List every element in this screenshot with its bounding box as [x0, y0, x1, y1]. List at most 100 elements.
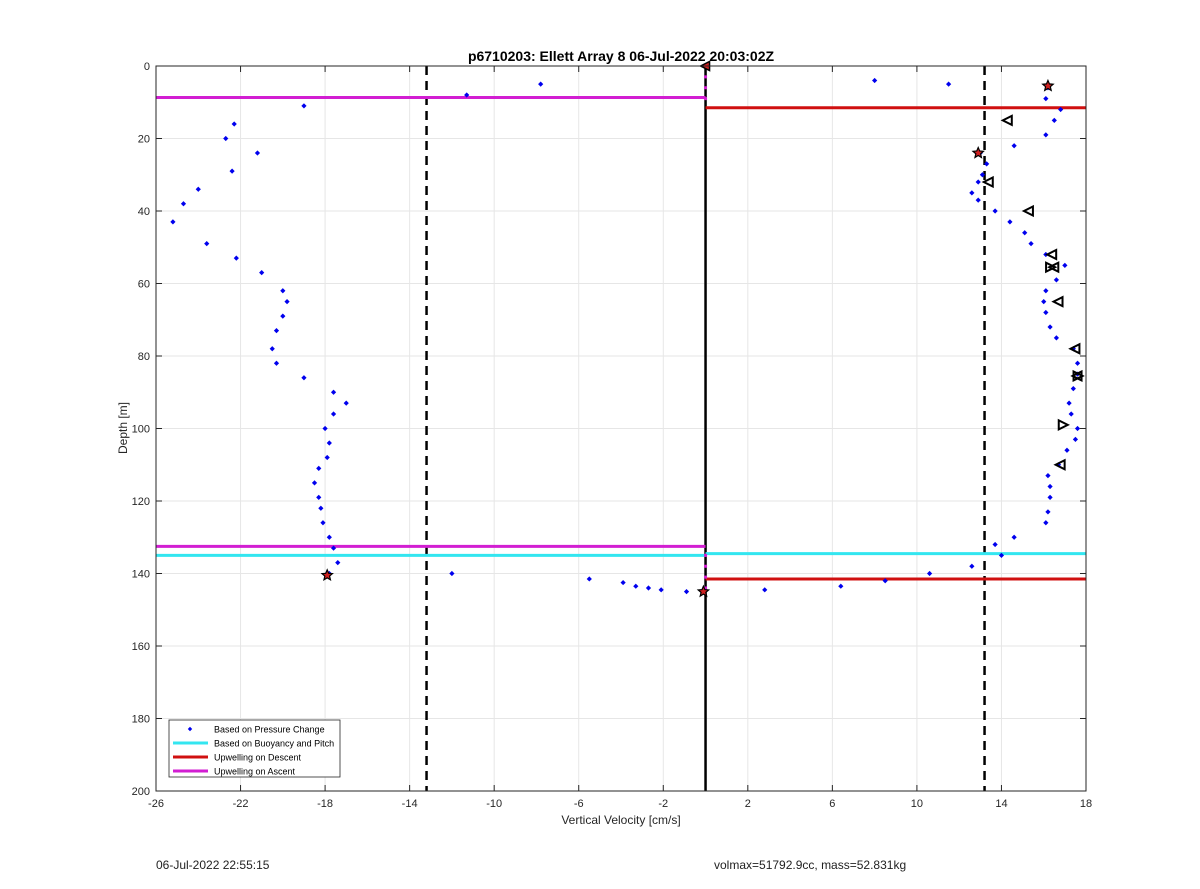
legend-label: Upwelling on Ascent [214, 767, 296, 777]
pressure-point [330, 545, 337, 551]
pressure-point [330, 411, 337, 417]
pressure-point [170, 219, 176, 225]
pressure-point [1028, 241, 1034, 247]
pressure-point [1053, 335, 1060, 341]
ascent-small-marker [704, 575, 708, 579]
x-tick-label: -14 [402, 798, 418, 810]
ascent-small-marker [704, 586, 708, 590]
pressure-point [254, 150, 261, 156]
pressure-point [1043, 132, 1049, 138]
pressure-point [1055, 462, 1062, 468]
upwelling-markers [320, 60, 1085, 598]
y-tick-label: 140 [132, 569, 150, 581]
triangle-left-marker [1068, 342, 1081, 355]
triangle-left-marker [1047, 261, 1060, 274]
y-tick-label: 160 [132, 641, 150, 653]
legend-label: Upwelling on Descent [214, 753, 302, 763]
pressure-point [633, 583, 639, 589]
pressure-point [464, 92, 470, 98]
pressure-point [992, 541, 998, 548]
pressure-point [180, 201, 187, 207]
x-tick-label: -6 [574, 798, 584, 810]
ascent-small-marker [704, 75, 708, 79]
x-tick-label: -2 [658, 798, 668, 810]
y-tick-label: 40 [138, 206, 150, 218]
pressure-point [992, 208, 998, 214]
pressure-point [1043, 520, 1049, 526]
pressure-point [301, 103, 307, 109]
pressure-point [335, 560, 341, 566]
pressure-point [1066, 400, 1072, 406]
star-marker [971, 145, 985, 159]
pressure-point [311, 480, 318, 486]
pressure-point [1047, 483, 1053, 490]
x-tick-label: 6 [829, 798, 835, 810]
ascent-small-marker [704, 564, 708, 568]
pressure-point [872, 77, 878, 84]
pressure-point [683, 589, 690, 595]
legend: Based on Pressure Change Based on Buoyanc… [168, 719, 341, 778]
pressure-point [1022, 230, 1028, 236]
pressure-point [330, 389, 337, 395]
pressure-point [233, 255, 239, 261]
pressure-point [1062, 262, 1068, 268]
pressure-point [1047, 494, 1053, 500]
pressure-point [301, 375, 307, 381]
pressure-point [326, 534, 332, 540]
pressure-point [343, 400, 349, 406]
pressure-point [1058, 106, 1064, 113]
star-marker [1041, 78, 1055, 92]
pressure-point [280, 288, 286, 294]
y-axis-label: Depth [m] [116, 402, 130, 454]
pressure-point [316, 494, 322, 500]
star-marker [696, 584, 711, 598]
pressure-point [269, 346, 275, 352]
pressure-point [538, 81, 544, 87]
triangle-right-marker [1057, 418, 1070, 431]
axis-ticks: -26 -22 -18 -14 -10 -6 -2 2 6 10 14 180204060801001… [132, 61, 1092, 810]
y-tick-label: 120 [132, 496, 150, 508]
pressure-point [926, 570, 933, 577]
pressure-point [1070, 386, 1076, 392]
triangle-left-marker [1053, 458, 1066, 471]
x-tick-label: -10 [486, 798, 502, 810]
data-points [170, 77, 1081, 595]
pressure-point [946, 81, 952, 87]
pressure-point [975, 197, 981, 203]
pressure-point [204, 241, 210, 247]
x-tick-label: -22 [233, 798, 249, 810]
pressure-point [280, 313, 286, 319]
pressure-point [1007, 219, 1013, 225]
pressure-point [586, 576, 592, 582]
pressure-point [620, 579, 626, 586]
legend-marker-dot [187, 726, 193, 732]
x-axis-label: Vertical Velocity [cm/s] [561, 813, 680, 827]
pressure-point [449, 570, 455, 577]
pressure-point [975, 179, 981, 185]
legend-box [168, 719, 341, 778]
pressure-point [1045, 473, 1051, 479]
y-tick-label: 60 [138, 279, 150, 291]
legend-label: Based on Pressure Change [214, 725, 325, 735]
pressure-point [231, 121, 237, 127]
pressure-point [284, 299, 290, 305]
pressure-point [1043, 288, 1049, 294]
x-tick-label: 2 [745, 798, 751, 810]
pressure-point [658, 587, 664, 593]
pressure-point [223, 135, 229, 142]
y-tick-label: 0 [144, 61, 150, 73]
pressure-point [969, 563, 975, 569]
ascent-small-marker [704, 86, 708, 90]
pressure-point [1074, 425, 1081, 432]
pressure-point [838, 583, 844, 589]
pressure-point [1043, 309, 1049, 316]
triangle-left-marker [981, 175, 994, 189]
pressure-point [1064, 447, 1070, 453]
triangle-left-marker [1000, 114, 1013, 127]
pressure-point [273, 328, 280, 334]
y-tick-label: 100 [132, 424, 150, 436]
pressure-point [882, 578, 888, 584]
upwelling-lines [156, 96, 1086, 581]
triangle-left-marker [1044, 248, 1058, 261]
pressure-point [318, 505, 324, 511]
